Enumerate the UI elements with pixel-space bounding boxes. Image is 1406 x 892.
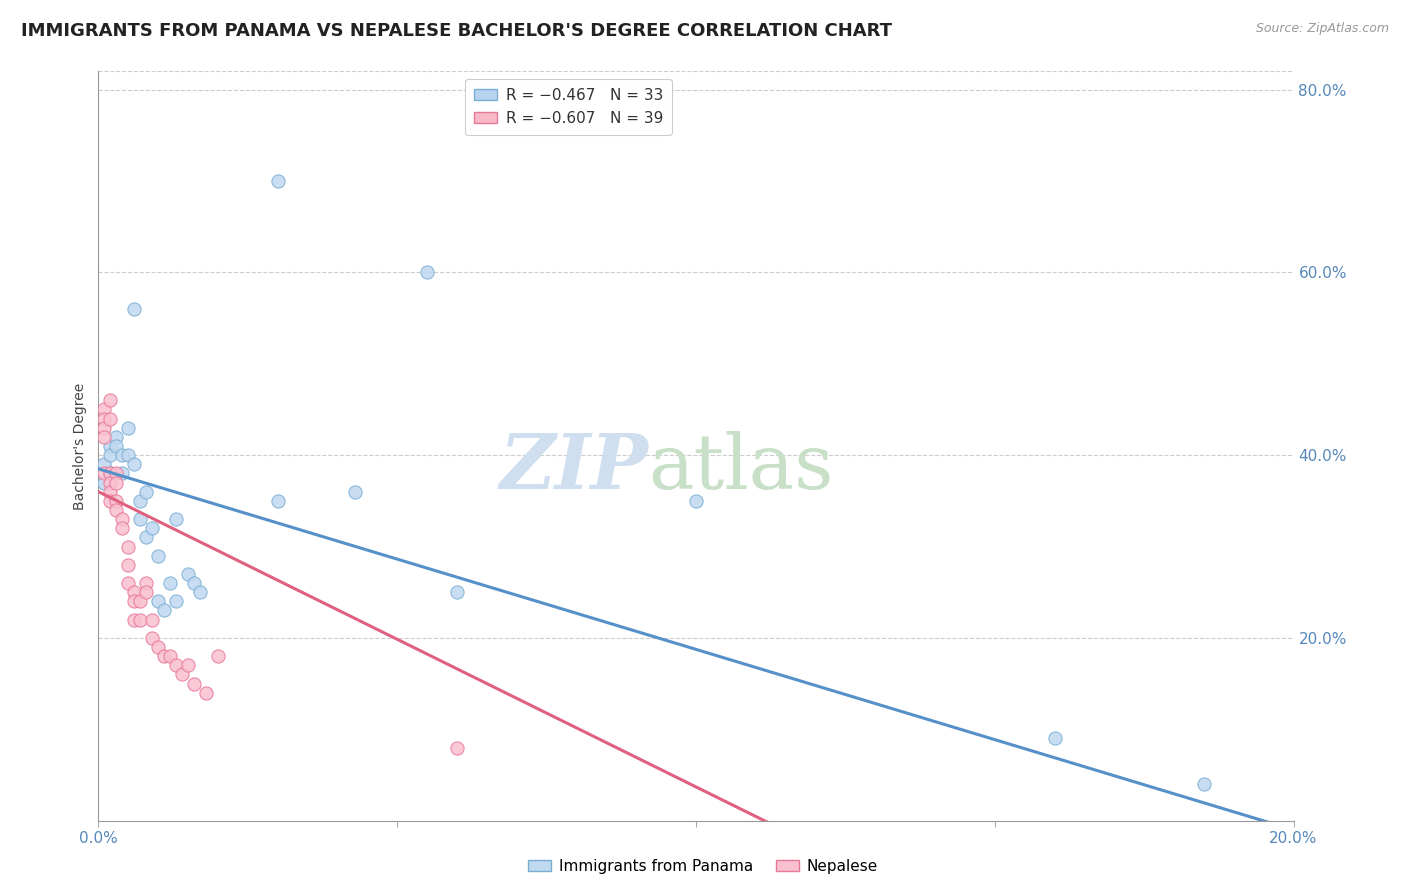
- Point: [111, 467, 134, 481]
- Point: [344, 484, 367, 499]
- Point: [148, 594, 170, 608]
- Point: [135, 576, 157, 591]
- Point: [159, 576, 181, 591]
- Point: [183, 676, 205, 690]
- Legend: R = −0.467   N = 33, R = −0.607   N = 39: R = −0.467 N = 33, R = −0.607 N = 39: [464, 79, 672, 135]
- Point: [117, 558, 139, 572]
- Point: [267, 493, 290, 508]
- Point: [207, 649, 229, 664]
- Point: [98, 493, 122, 508]
- Text: IMMIGRANTS FROM PANAMA VS NEPALESE BACHELOR'S DEGREE CORRELATION CHART: IMMIGRANTS FROM PANAMA VS NEPALESE BACHE…: [21, 22, 891, 40]
- Point: [188, 585, 211, 599]
- Point: [93, 402, 115, 417]
- Point: [416, 265, 439, 279]
- Point: [177, 566, 200, 581]
- Point: [98, 467, 122, 481]
- Point: [105, 439, 128, 453]
- Point: [93, 430, 115, 444]
- Point: [153, 603, 176, 617]
- Point: [148, 549, 170, 563]
- Point: [117, 540, 139, 554]
- Point: [153, 649, 176, 664]
- Point: [159, 649, 181, 664]
- Legend: Immigrants from Panama, Nepalese: Immigrants from Panama, Nepalese: [522, 853, 884, 880]
- Point: [124, 613, 146, 627]
- Point: [177, 658, 200, 673]
- Point: [124, 594, 146, 608]
- Point: [98, 467, 122, 481]
- Point: [111, 512, 134, 526]
- Point: [93, 411, 115, 425]
- Point: [111, 448, 134, 462]
- Point: [1043, 731, 1066, 746]
- Point: [98, 448, 122, 462]
- Point: [93, 467, 115, 481]
- Point: [98, 393, 122, 408]
- Point: [105, 430, 128, 444]
- Point: [446, 740, 468, 755]
- Point: [98, 484, 122, 499]
- Text: Source: ZipAtlas.com: Source: ZipAtlas.com: [1256, 22, 1389, 36]
- Point: [183, 576, 205, 591]
- Point: [135, 585, 157, 599]
- Point: [685, 493, 707, 508]
- Point: [117, 448, 139, 462]
- Point: [267, 174, 290, 188]
- Point: [105, 475, 128, 490]
- Point: [172, 667, 194, 681]
- Point: [98, 411, 122, 425]
- Point: [129, 512, 152, 526]
- Point: [129, 493, 152, 508]
- Point: [105, 467, 128, 481]
- Point: [141, 631, 163, 645]
- Point: [165, 512, 187, 526]
- Point: [135, 484, 157, 499]
- Point: [141, 521, 163, 535]
- Point: [135, 530, 157, 544]
- Point: [117, 576, 139, 591]
- Point: [98, 439, 122, 453]
- Point: [117, 421, 139, 435]
- Point: [1192, 777, 1215, 791]
- Point: [93, 421, 115, 435]
- Point: [129, 613, 152, 627]
- Point: [141, 613, 163, 627]
- Y-axis label: Bachelor's Degree: Bachelor's Degree: [73, 383, 87, 509]
- Point: [124, 585, 146, 599]
- Text: atlas: atlas: [648, 432, 834, 506]
- Point: [165, 658, 187, 673]
- Point: [124, 457, 146, 471]
- Point: [124, 301, 146, 316]
- Point: [111, 521, 134, 535]
- Point: [165, 594, 187, 608]
- Point: [105, 503, 128, 517]
- Point: [93, 457, 115, 471]
- Point: [98, 475, 122, 490]
- Point: [195, 686, 218, 700]
- Point: [446, 585, 468, 599]
- Point: [129, 594, 152, 608]
- Point: [93, 475, 115, 490]
- Point: [148, 640, 170, 654]
- Point: [105, 493, 128, 508]
- Text: ZIP: ZIP: [499, 432, 648, 506]
